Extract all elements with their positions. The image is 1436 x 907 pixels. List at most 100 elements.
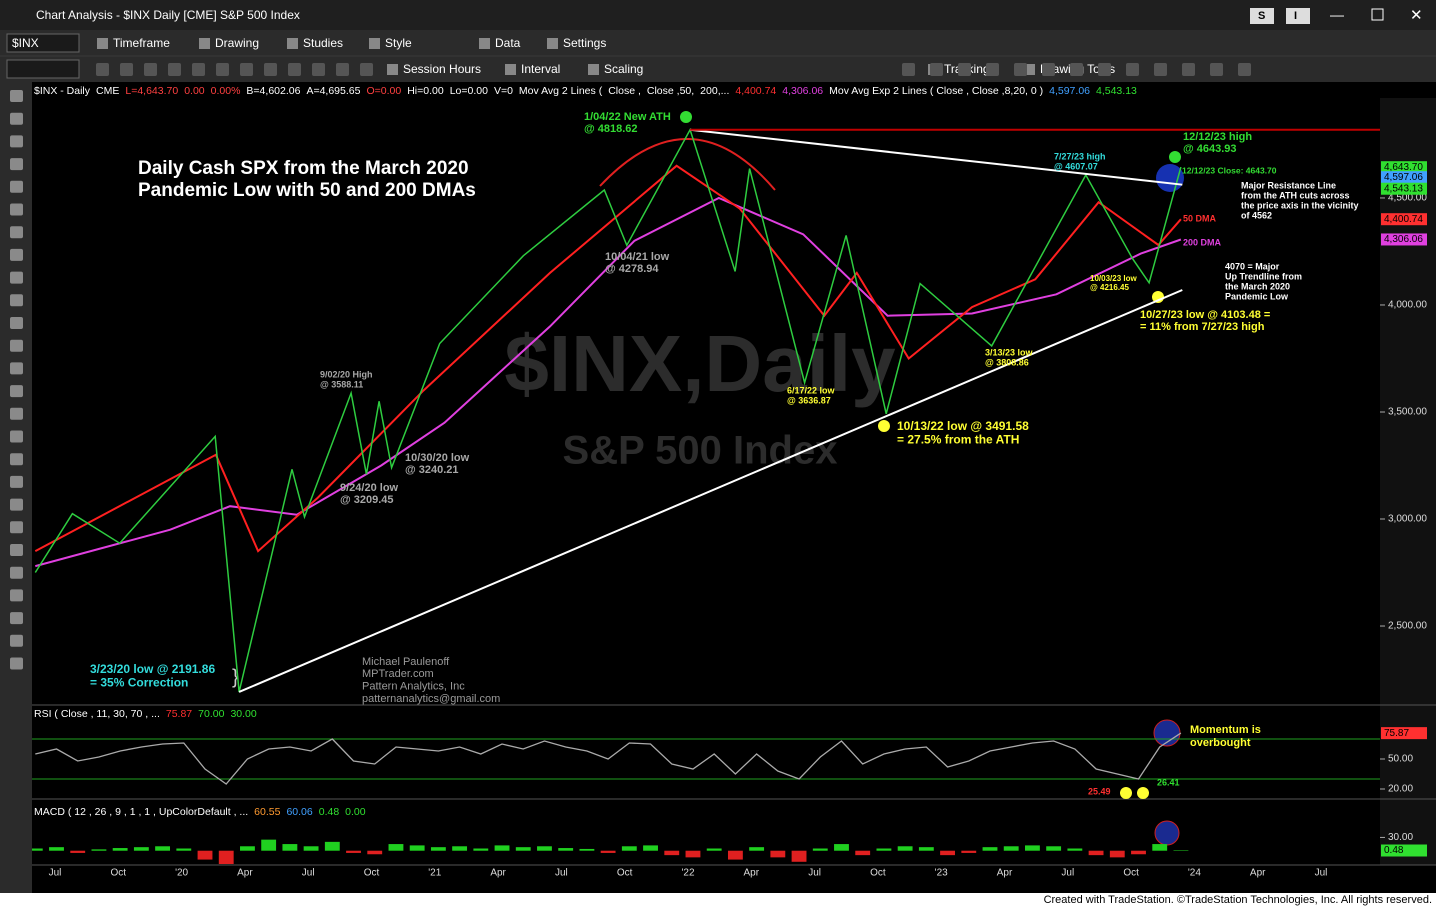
- macd-bar: [537, 846, 552, 851]
- tool-icon[interactable]: [10, 634, 23, 647]
- toolbar-icon[interactable]: [387, 64, 398, 75]
- macd-bar: [112, 848, 128, 851]
- toolbar-icon[interactable]: [168, 63, 181, 76]
- annotation: @ 4643.93: [1183, 143, 1237, 155]
- tool-icon[interactable]: [10, 498, 23, 511]
- macd-bar: [664, 850, 680, 856]
- toolbar-icon[interactable]: [1154, 63, 1167, 76]
- tool-icon[interactable]: [10, 544, 23, 556]
- annotation: the March 2020: [1225, 282, 1290, 292]
- toolbar-icon[interactable]: [1070, 63, 1083, 76]
- window-button-label[interactable]: S: [1258, 10, 1265, 22]
- toolbar-button[interactable]: Settings: [563, 36, 606, 50]
- toolbar-button[interactable]: Interval: [521, 62, 560, 76]
- annotation: 9/02/20 High: [320, 369, 373, 379]
- tool-icon[interactable]: [10, 271, 23, 284]
- window-button[interactable]: [1250, 8, 1274, 24]
- x-tick-label: Oct: [617, 868, 633, 879]
- tool-icon[interactable]: [10, 612, 23, 625]
- annotation: MPTrader.com: [362, 668, 434, 680]
- x-tick-label: Jul: [555, 868, 568, 879]
- toolbar-button[interactable]: Drawing: [215, 36, 259, 50]
- tool-icon[interactable]: [10, 248, 23, 261]
- toolbar-icon[interactable]: [264, 63, 277, 76]
- toolbar-icon[interactable]: [1014, 63, 1027, 76]
- tool-icon[interactable]: [10, 430, 23, 443]
- price-tag-label: 4,597.06: [1384, 172, 1423, 183]
- interval-box[interactable]: [6, 59, 80, 79]
- toolbar-button[interactable]: Scaling: [604, 62, 643, 76]
- toolbar-icon[interactable]: [199, 38, 210, 49]
- toolbar-icon[interactable]: [312, 63, 325, 76]
- toolbar-icon[interactable]: [216, 63, 229, 76]
- toolbar-icon[interactable]: [958, 63, 971, 76]
- tool-icon[interactable]: [10, 294, 23, 307]
- toolbar-icon[interactable]: [1042, 63, 1055, 76]
- toolbar-icon[interactable]: [505, 64, 516, 75]
- toolbar-icon[interactable]: [1182, 63, 1195, 76]
- toolbar-button[interactable]: Timeframe: [113, 36, 170, 50]
- tool-icon[interactable]: [10, 158, 23, 171]
- toolbar-icon[interactable]: [902, 63, 915, 76]
- toolbar-icon[interactable]: [96, 63, 109, 76]
- toolbar-icon[interactable]: [1098, 63, 1111, 76]
- tool-icon[interactable]: [10, 203, 23, 216]
- toolbar-icon[interactable]: [986, 63, 999, 76]
- annotation: 26.41: [1157, 777, 1180, 787]
- chart-title: Pandemic Low with 50 and 200 DMAs: [138, 180, 476, 201]
- window-button-label[interactable]: I: [1294, 10, 1297, 22]
- toolbar-icon[interactable]: [930, 63, 943, 76]
- tool-icon[interactable]: [10, 657, 23, 670]
- toolbar-icon[interactable]: [360, 63, 373, 76]
- toolbar-button[interactable]: Style: [385, 36, 412, 50]
- footer: Created with TradeStation. ©TradeStation…: [1044, 894, 1432, 906]
- minimize[interactable]: —: [1330, 7, 1344, 23]
- tool-icon[interactable]: [10, 566, 23, 579]
- tool-icon[interactable]: [10, 521, 23, 534]
- tool-icon[interactable]: [10, 407, 23, 420]
- annotation: 4070 = Major: [1225, 261, 1280, 271]
- symbol[interactable]: $INX: [12, 36, 39, 50]
- toolbar-icon[interactable]: [547, 38, 558, 49]
- panel-label-field: MACD ( 12 , 26 , 9 , 1 , 1 , UpColorDefa…: [34, 806, 248, 818]
- toolbar-icon[interactable]: [369, 38, 380, 49]
- maximize[interactable]: [1371, 8, 1384, 21]
- toolbar-button[interactable]: Session Hours: [403, 62, 481, 76]
- status-field: 4,400.74: [735, 85, 776, 97]
- y-tick-label: 3,000.00: [1388, 514, 1427, 525]
- toolbar-icon[interactable]: [479, 38, 490, 49]
- toolbar-icon[interactable]: [287, 38, 298, 49]
- tool-icon[interactable]: [10, 453, 23, 466]
- symbol-box[interactable]: [6, 33, 80, 53]
- toolbar-icon[interactable]: [97, 38, 108, 49]
- toolbar-icon[interactable]: [288, 63, 301, 76]
- toolbar-icon[interactable]: [192, 63, 205, 76]
- toolbar-icon[interactable]: [1238, 63, 1251, 76]
- tool-icon[interactable]: [10, 226, 23, 239]
- toolbar-icon[interactable]: [144, 63, 157, 76]
- tool-icon[interactable]: [10, 362, 23, 375]
- window-button[interactable]: [1286, 8, 1310, 24]
- tool-icon[interactable]: [10, 180, 23, 193]
- tool-icon[interactable]: [10, 135, 23, 148]
- toolbar-icon[interactable]: [1024, 64, 1035, 75]
- tool-icon[interactable]: [10, 589, 23, 602]
- tool-icon[interactable]: [10, 317, 23, 329]
- toolbar-icon[interactable]: [1210, 63, 1223, 76]
- macd-bar: [49, 847, 64, 851]
- macd-bar: [1067, 848, 1083, 851]
- tool-icon[interactable]: [10, 90, 23, 102]
- close[interactable]: ✕: [1410, 7, 1423, 24]
- toolbar-button[interactable]: Data: [495, 36, 521, 50]
- toolbar-icon[interactable]: [588, 64, 599, 75]
- watermark: S&P 500 Index: [563, 429, 838, 473]
- toolbar-icon[interactable]: [336, 63, 349, 76]
- tool-icon[interactable]: [10, 475, 23, 488]
- tool-icon[interactable]: [10, 112, 23, 125]
- toolbar-icon[interactable]: [240, 63, 253, 76]
- tool-icon[interactable]: [10, 385, 23, 398]
- toolbar-icon[interactable]: [120, 63, 133, 76]
- toolbar-button[interactable]: Studies: [303, 36, 343, 50]
- tool-icon[interactable]: [10, 339, 23, 352]
- toolbar-icon[interactable]: [1126, 63, 1139, 76]
